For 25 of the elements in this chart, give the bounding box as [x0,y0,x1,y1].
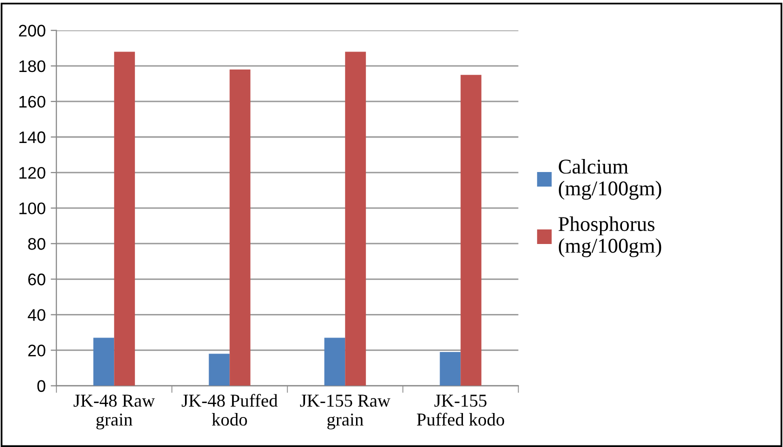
x-tick-label: JK-48 Puffed kodo [182,394,278,426]
y-tick-label: 40 [28,309,46,321]
y-tick-label: 200 [18,24,46,37]
x-tick-label: JK-48 Raw grain [74,394,155,430]
y-tick-label: 100 [19,202,46,214]
bar [93,338,114,386]
y-tick-label: 80 [28,238,46,250]
bar [208,354,230,386]
bar [324,338,346,386]
x-tick-label: JK-155 Raw grain [300,394,390,430]
y-tick-label: 180 [19,60,46,72]
y-tick-label: 0 [37,380,46,392]
y-tick-label: 20 [28,344,46,356]
bar [440,352,461,386]
y-tick-label: 140 [19,131,46,144]
bar [230,69,250,386]
legend-label: Calcium (mg/100gm) [558,159,662,200]
legend-label: Phosphorus (mg/100gm) [558,216,662,258]
bar [460,74,482,386]
bar [114,52,135,386]
y-tick-label: 160 [19,96,46,108]
bar [345,52,366,386]
y-tick-label: 120 [19,166,46,179]
y-tick-label: 60 [28,274,46,286]
x-tick-label: JK-155 Puffed kodo [416,394,504,426]
